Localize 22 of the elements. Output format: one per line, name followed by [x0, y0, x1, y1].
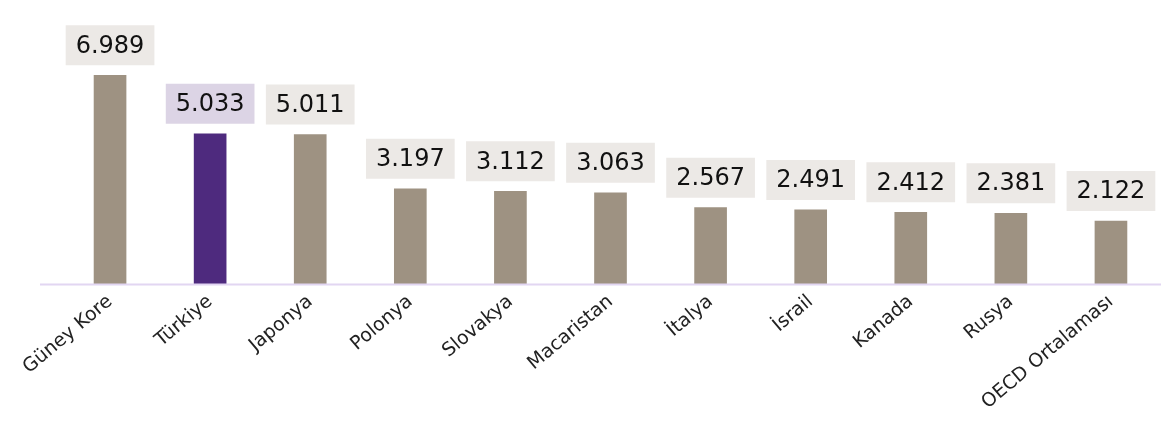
- data-label: 6.989: [75, 30, 145, 59]
- data-label: 2.567: [676, 162, 745, 191]
- data-label: 3.197: [375, 144, 445, 173]
- data-label: 2.122: [1076, 176, 1146, 205]
- data-label: 2.412: [876, 167, 946, 196]
- data-label: 3.063: [576, 148, 645, 177]
- bar: [894, 211, 928, 285]
- data-label: 2.381: [976, 168, 1046, 197]
- bar: [594, 192, 627, 285]
- bar: [694, 207, 727, 285]
- bar: [994, 212, 1028, 285]
- bar: [794, 209, 828, 285]
- data-label: 3.112: [476, 146, 545, 175]
- data-label: 5.011: [275, 89, 345, 118]
- bar: [93, 74, 127, 285]
- bar: [494, 191, 527, 285]
- bar: [193, 133, 227, 285]
- bar: [293, 134, 327, 285]
- bar: [1094, 220, 1128, 285]
- data-label: 5.033: [175, 89, 245, 118]
- bar: [393, 188, 427, 285]
- data-label: 2.491: [776, 165, 846, 194]
